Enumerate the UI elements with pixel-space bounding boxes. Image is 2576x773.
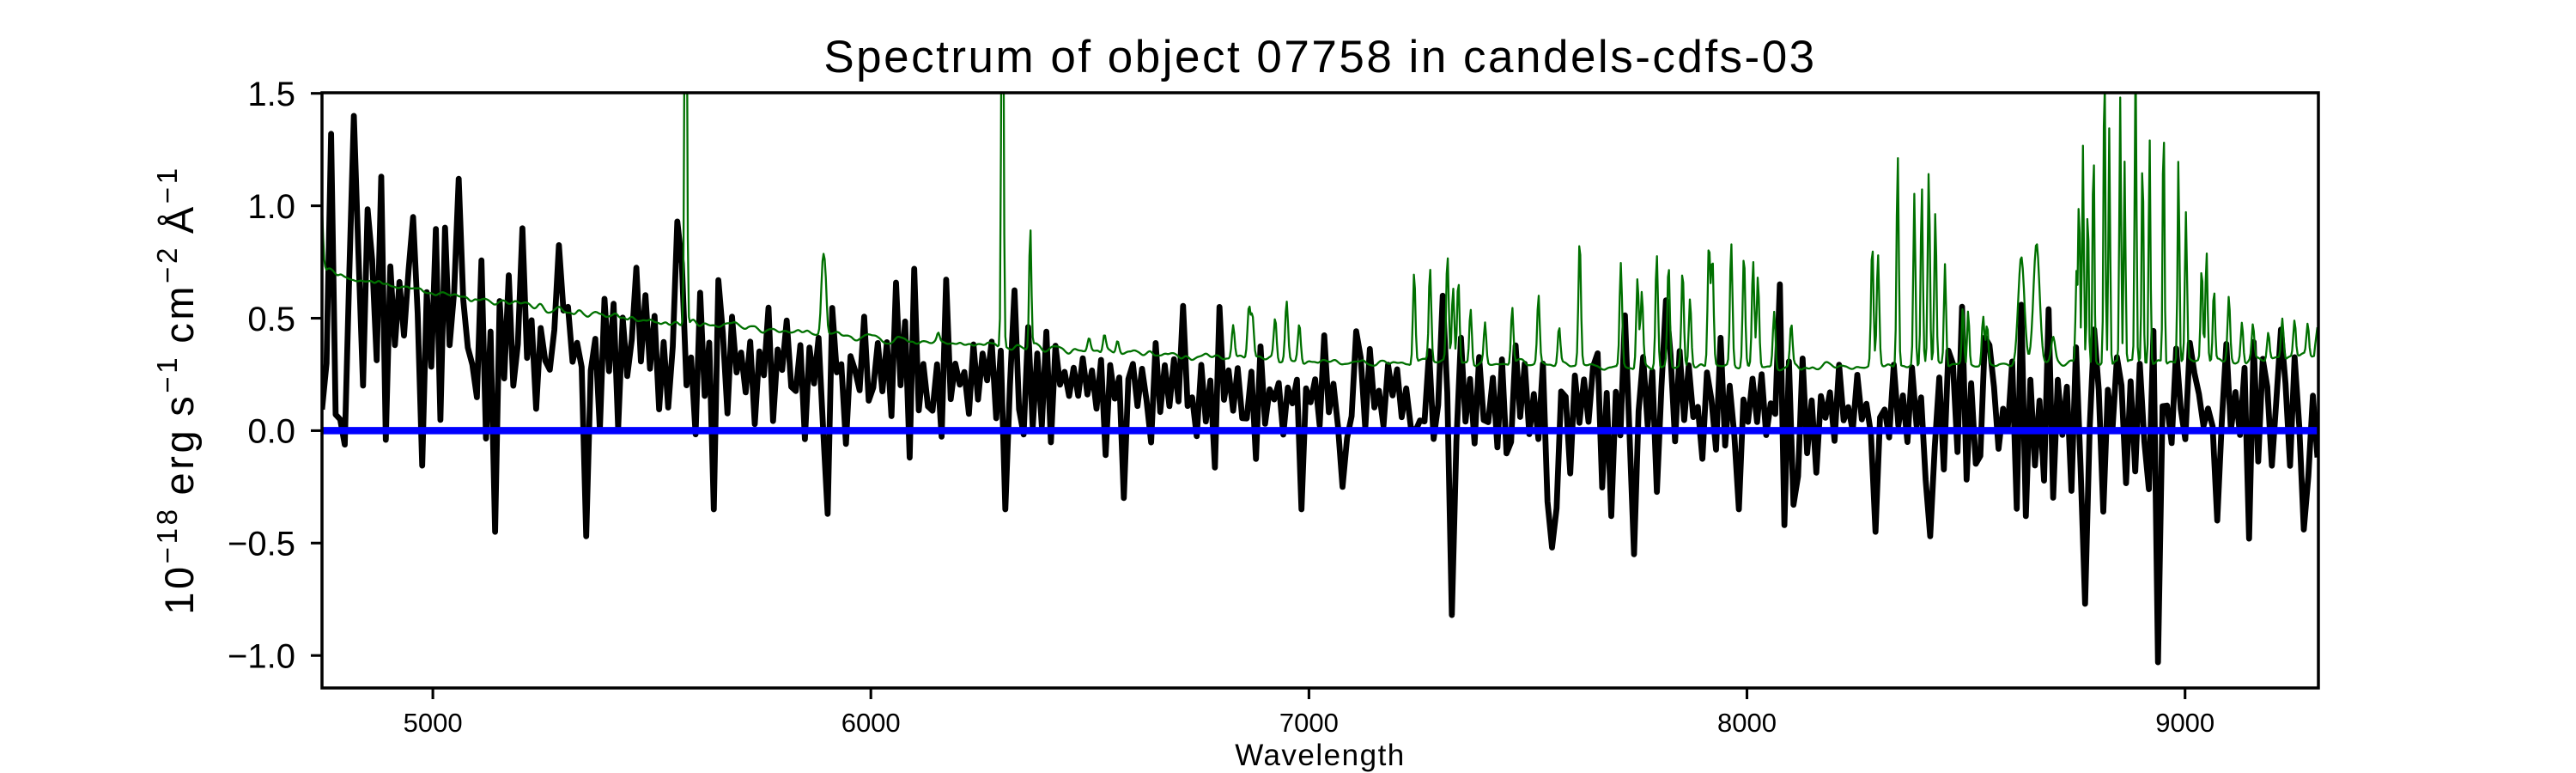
svg-text:1.5: 1.5 — [247, 76, 295, 113]
svg-text:9000: 9000 — [2155, 708, 2215, 738]
svg-text:Wavelength: Wavelength — [1235, 739, 1406, 772]
svg-text:6000: 6000 — [841, 708, 901, 738]
svg-text:−0.5: −0.5 — [228, 526, 295, 563]
svg-text:0.0: 0.0 — [247, 413, 295, 451]
svg-text:−1.0: −1.0 — [228, 638, 295, 676]
svg-text:8000: 8000 — [1717, 708, 1777, 738]
svg-text:5000: 5000 — [404, 708, 463, 738]
svg-text:1.0: 1.0 — [247, 188, 295, 226]
svg-text:0.5: 0.5 — [247, 301, 295, 338]
svg-text:10−18 erg s−1 cm−2 Å−1: 10−18 erg s−1 cm−2 Å−1 — [151, 165, 202, 614]
svg-text:Spectrum of object 07758 in ca: Spectrum of object 07758 in candels-cdfs… — [823, 32, 1816, 82]
svg-text:7000: 7000 — [1279, 708, 1339, 738]
